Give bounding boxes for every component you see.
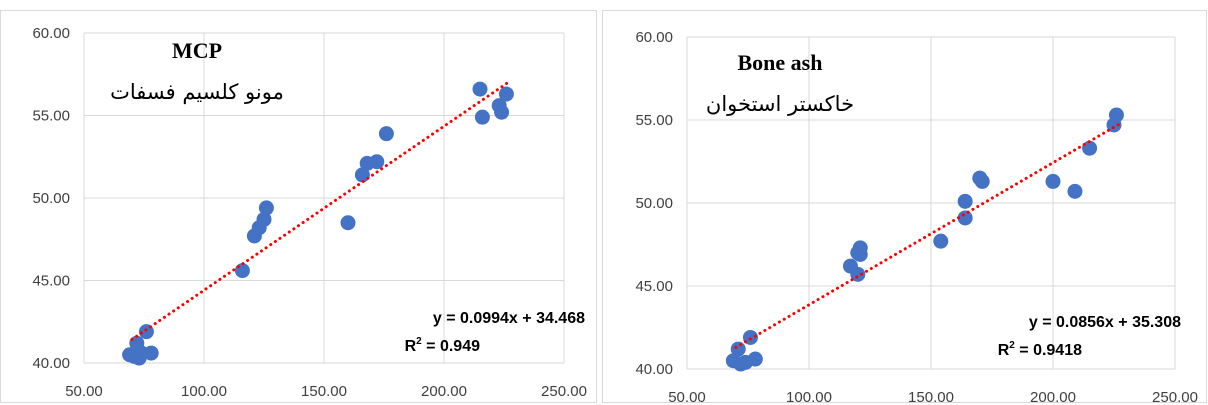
x-tick-label: 200.00: [1030, 389, 1076, 405]
chart-border: [602, 10, 1207, 403]
data-point: [256, 211, 272, 227]
data-point: [852, 246, 868, 262]
data-point: [1108, 107, 1124, 123]
data-point: [747, 351, 763, 367]
chart-subtitle: خاکستر استخوان: [706, 92, 854, 116]
data-point: [1082, 140, 1098, 156]
chart-bone-ash: 50.00 100.00 150.00 200.00 250.00 40.00 45.00 5…: [598, 0, 1208, 405]
data-point: [378, 126, 394, 142]
y-tick-label: 55.00: [32, 108, 70, 125]
chart-title: MCP: [172, 38, 222, 63]
trendline: [130, 80, 511, 341]
y-tick-label: 40.00: [32, 355, 70, 372]
y-tick-label: 50.00: [635, 195, 673, 212]
x-tick-label: 50.00: [65, 383, 103, 400]
trendline-equation: y = 0.0994x + 34.468: [433, 310, 585, 327]
data-point: [234, 263, 250, 279]
y-tick-label: 40.00: [635, 361, 673, 378]
y-tick-label: 60.00: [635, 29, 673, 46]
gridlines: [686, 36, 1176, 370]
data-point: [850, 266, 866, 282]
x-tick-label: 50.00: [668, 389, 706, 405]
data-point: [258, 200, 274, 216]
data-point: [498, 86, 514, 102]
data-point: [957, 210, 973, 226]
chart-border: [0, 10, 597, 403]
chart-title: Bone ash: [738, 50, 823, 75]
y-tick-label: 55.00: [635, 112, 673, 129]
data-point: [143, 345, 159, 361]
data-point: [354, 167, 370, 183]
x-tick-label: 250.00: [541, 383, 587, 400]
mcp-scatter-svg: 50.00 100.00 150.00 200.00 250.00 40.00 45.00 5…: [0, 10, 597, 403]
chart-mcp: 50.00 100.00 150.00 200.00 250.00 40.00 45.00 5…: [0, 0, 598, 405]
r-squared-label: R2 = 0.9418: [998, 340, 1082, 359]
x-tick-label: 200.00: [421, 383, 467, 400]
x-tick-label: 100.00: [786, 389, 832, 405]
data-points: [725, 107, 1124, 372]
y-tick-label: 45.00: [635, 278, 673, 295]
data-point: [1067, 183, 1083, 199]
data-point: [494, 104, 510, 120]
data-point: [472, 81, 488, 97]
data-point: [369, 154, 385, 170]
trendline: [734, 122, 1121, 349]
bone-ash-scatter-svg: 50.00 100.00 150.00 200.00 250.00 40.00 45.00 5…: [602, 10, 1207, 405]
y-tick-label: 60.00: [32, 25, 70, 42]
r-squared-label: R2 = 0.949: [405, 336, 481, 355]
data-point: [933, 233, 949, 249]
data-point: [730, 341, 746, 357]
x-tick-label: 250.00: [1152, 389, 1198, 405]
y-tick-label: 50.00: [32, 190, 70, 207]
x-tick-label: 150.00: [301, 383, 347, 400]
data-point: [957, 193, 973, 209]
x-tick-label: 150.00: [908, 389, 954, 405]
data-point: [1045, 173, 1061, 189]
data-point: [340, 215, 356, 231]
data-point: [474, 109, 490, 125]
data-point: [974, 173, 990, 189]
chart-subtitle: مونو کلسیم فسفات: [110, 80, 284, 105]
y-tick-label: 45.00: [32, 273, 70, 290]
x-tick-label: 100.00: [181, 383, 227, 400]
trendline-equation: y = 0.0856x + 35.308: [1029, 314, 1181, 331]
